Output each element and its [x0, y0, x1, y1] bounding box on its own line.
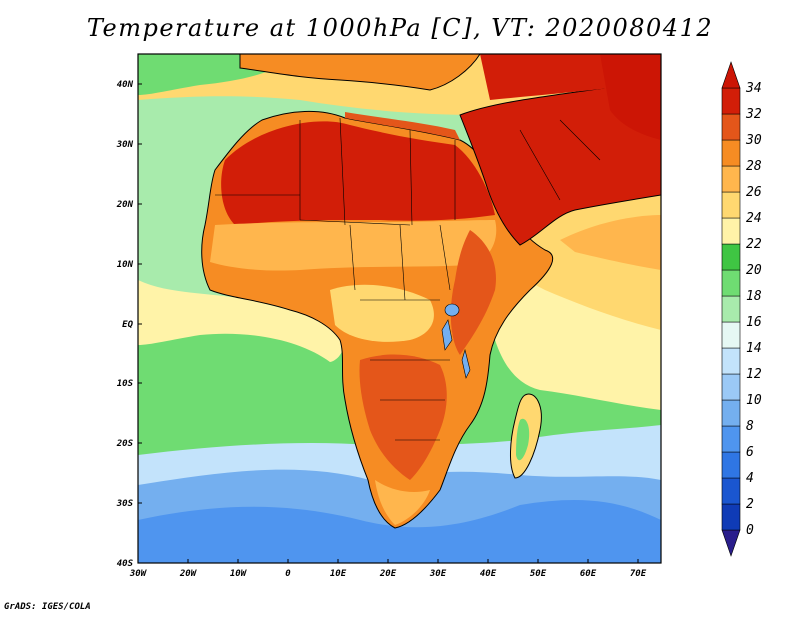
colorbar-label: 10: [746, 393, 762, 408]
colorbar-segment: [721, 191, 741, 219]
colorbar-label: 18: [746, 289, 762, 304]
colorbar-label: 26: [746, 185, 762, 200]
lon-label: 20W: [179, 569, 198, 579]
lat-label: 30S: [116, 499, 134, 509]
colorbar-label: 2: [746, 497, 754, 512]
colorbar-label: 34: [745, 81, 762, 96]
lon-label: 40E: [480, 569, 497, 579]
arabian-peninsula: [459, 79, 661, 246]
lon-label: 0: [285, 569, 291, 579]
colorbar-label: 16: [746, 315, 762, 330]
colorbar-segment: [721, 477, 741, 505]
colorbar-segment: [721, 425, 741, 453]
east-africa-hot: [450, 230, 496, 355]
lat-label: 20N: [116, 200, 134, 210]
colorbar-segment: [721, 61, 741, 89]
colorbar-segment: [721, 399, 741, 427]
colorbar-label: 4: [746, 471, 754, 486]
lon-label: 50E: [530, 569, 547, 579]
grads-credit: GrADS: IGES/COLA: [4, 602, 91, 612]
lat-label: 30N: [116, 140, 134, 150]
country-borders: [215, 117, 601, 441]
colorbar-label: 12: [746, 367, 762, 382]
longitude-labels: 30W 20W 10W 0 10E 20E 30E 40E 50E 60E 70…: [129, 569, 647, 579]
lake-victoria: [444, 303, 460, 317]
colorbar-segment: [721, 243, 741, 271]
colorbar-segment: [721, 87, 741, 115]
colorbar-segment: [721, 347, 741, 375]
colorbar-segment: [721, 139, 741, 167]
colorbar-segment: [721, 321, 741, 349]
lat-label: 40N: [117, 80, 134, 90]
colorbar-segment: [721, 529, 741, 557]
colorbar-label: 30: [745, 133, 762, 148]
colorbar-label: 0: [746, 523, 754, 538]
lon-label: 60E: [580, 569, 597, 579]
lake-malawi: [461, 348, 471, 379]
colorbar-label: 24: [746, 211, 762, 226]
lat-label: 10N: [117, 260, 134, 270]
colorbar-label: 22: [746, 237, 762, 252]
sahara-north-edge: [345, 112, 460, 140]
lat-label: 10S: [117, 379, 134, 389]
colorbar-segment: [721, 217, 741, 245]
colorbar-label: 14: [746, 341, 762, 356]
sahara-hot-core: [221, 121, 495, 225]
axis-ticks: [138, 83, 639, 563]
gulf-of-guinea-warm: [138, 280, 345, 362]
lon-label: 30E: [429, 569, 447, 579]
colorbar-segment: [721, 165, 741, 193]
colorbar-label: 20: [746, 263, 762, 278]
lon-label: 20E: [379, 569, 397, 579]
lon-label: 10E: [330, 569, 347, 579]
colorbar-segment: [721, 295, 741, 323]
colorbar-segment: [721, 113, 741, 141]
lon-label: 70E: [630, 569, 647, 579]
lat-label: EQ: [122, 320, 133, 330]
colorbar-segment: [721, 373, 741, 401]
congo-basin-mild: [330, 284, 434, 342]
lake-tanganyika: [441, 319, 453, 351]
colorbar-label: 28: [746, 159, 762, 174]
arabian-sea-hot: [560, 215, 661, 270]
lat-label: 20S: [116, 439, 134, 449]
cape-region: [375, 480, 430, 525]
iran-hot: [600, 54, 661, 140]
colorbar-segment: [721, 503, 741, 531]
map-frame: [137, 53, 662, 564]
southern-africa-hot: [359, 354, 447, 480]
colorbar-segment: [721, 269, 741, 297]
colorbar-label: 32: [745, 107, 762, 122]
chart-title: Temperature at 1000hPa [C], VT: 20200804…: [86, 14, 714, 42]
temperature-field: [138, 54, 661, 563]
lon-label: 10W: [230, 569, 248, 579]
latitude-labels: 40N 30N 20N 10N EQ 10S 20S 30S 40S: [116, 80, 134, 569]
madagascar-east-green: [516, 418, 530, 461]
lat-label: 40S: [117, 559, 134, 569]
colorbar-segment: [721, 451, 741, 479]
colorbar-label: 6: [746, 445, 754, 460]
sahel-band: [210, 220, 497, 271]
colorbar-label: 8: [746, 419, 754, 434]
europe-southern: [239, 54, 481, 91]
lon-label: 30W: [129, 569, 148, 579]
